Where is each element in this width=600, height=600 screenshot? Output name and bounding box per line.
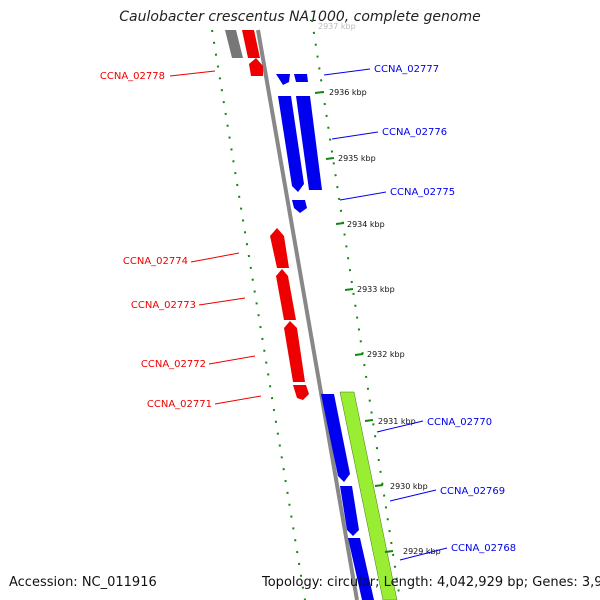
- accession-text: Accession: NC_011916: [9, 575, 157, 590]
- minus-labels: [169, 70, 262, 405]
- gene-ccna-02769: [340, 486, 359, 536]
- gene-ccna-02775: [292, 200, 307, 213]
- kbp-ticks: [314, 91, 394, 553]
- kbp-label-2937: 2937 kbp: [318, 22, 356, 31]
- gene-ccna-02773: [276, 269, 296, 320]
- kbp-label-2934: 2934 kbp: [347, 220, 385, 229]
- gene-ccna-02777-a: [276, 74, 290, 85]
- kbp-label-2930: 2930 kbp: [390, 482, 428, 491]
- gene-ccna-02771: [293, 385, 309, 400]
- genome-title: Caulobacter crescentus NA1000, complete …: [119, 9, 481, 25]
- label-ccna-02778: CCNA_02778: [100, 71, 165, 82]
- kbp-label-2929: 2929 kbp: [403, 547, 441, 556]
- right-dotted-ring: [311, 19, 401, 600]
- gene-ccna-02776-b: [296, 96, 322, 190]
- plus-genes: [276, 74, 374, 600]
- kbp-label-2936: 2936 kbp: [329, 88, 367, 97]
- label-ccna-02773: CCNA_02773: [131, 300, 196, 311]
- gene-ccna-02778-arrow: [249, 58, 263, 76]
- label-ccna-02774: CCNA_02774: [123, 256, 188, 267]
- backbone-line: [256, 29, 359, 600]
- left-dotted-ring: [211, 29, 306, 600]
- gene-ccna-02772: [284, 321, 305, 382]
- gene-ccna-02774: [270, 228, 289, 268]
- label-ccna-02770: CCNA_02770: [427, 417, 492, 428]
- gene-ccna-02777-b: [294, 74, 308, 82]
- label-ccna-02777: CCNA_02777: [374, 64, 439, 75]
- gene-ccna-02776: [278, 96, 304, 192]
- backbone-grey-block: [225, 30, 243, 58]
- label-ccna-02775: CCNA_02775: [390, 187, 455, 198]
- green-feature: [339, 391, 398, 600]
- label-ccna-02768: CCNA_02768: [451, 543, 516, 554]
- kbp-label-2932: 2932 kbp: [367, 350, 405, 359]
- genome-summary-text: Topology: circular; Length: 4,042,929 bp…: [262, 575, 600, 590]
- label-ccna-02769: CCNA_02769: [440, 486, 505, 497]
- gene-ccna-02778: [242, 30, 260, 58]
- gene-ccna-02770: [321, 394, 350, 482]
- label-ccna-02771: CCNA_02771: [147, 399, 212, 410]
- label-ccna-02772: CCNA_02772: [141, 359, 206, 370]
- minus-genes: [242, 30, 309, 400]
- kbp-label-2933: 2933 kbp: [357, 285, 395, 294]
- kbp-label-2931: 2931 kbp: [378, 417, 416, 426]
- gene-ccna-02768: [348, 538, 374, 600]
- plus-labels: [323, 68, 448, 561]
- kbp-label-2935: 2935 kbp: [338, 154, 376, 163]
- label-ccna-02776: CCNA_02776: [382, 127, 447, 138]
